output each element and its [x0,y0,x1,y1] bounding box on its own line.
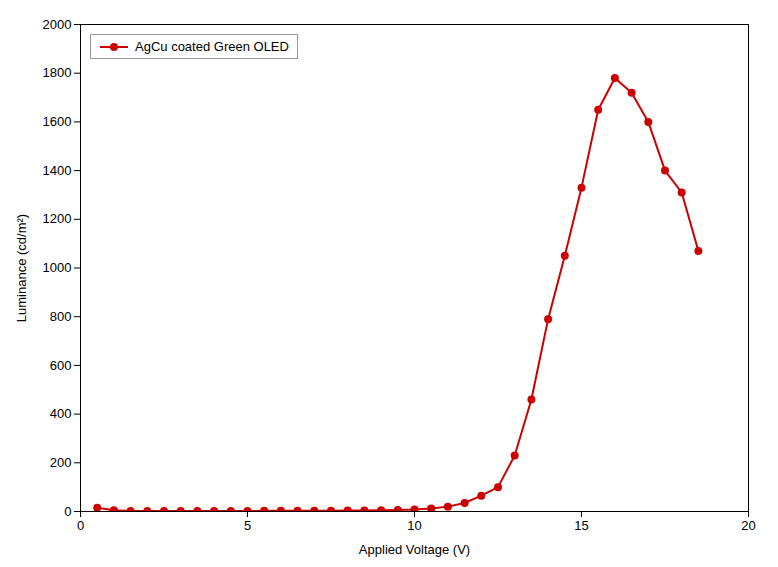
svg-text:15: 15 [574,518,588,533]
svg-text:2000: 2000 [43,17,72,32]
svg-text:20: 20 [741,518,755,533]
svg-text:800: 800 [50,309,72,324]
svg-text:400: 400 [50,406,72,421]
svg-text:600: 600 [50,358,72,373]
svg-text:0: 0 [77,518,84,533]
svg-text:5: 5 [244,518,251,533]
html-text:AgCu coated Green OLED: AgCu coated Green OLED [135,39,289,54]
svg-text:Applied Voltage (V): Applied Voltage (V) [359,542,470,557]
svg-text:200: 200 [50,455,72,470]
svg-text:1000: 1000 [43,260,72,275]
svg-text:1800: 1800 [43,65,72,80]
svg-text:1600: 1600 [43,114,72,129]
svg-text:10: 10 [407,518,421,533]
svg-text:1400: 1400 [43,163,72,178]
svg-text:1200: 1200 [43,211,72,226]
svg-text:0: 0 [64,504,71,519]
svg-text:Luminance (cd/m²): Luminance (cd/m²) [14,214,29,322]
